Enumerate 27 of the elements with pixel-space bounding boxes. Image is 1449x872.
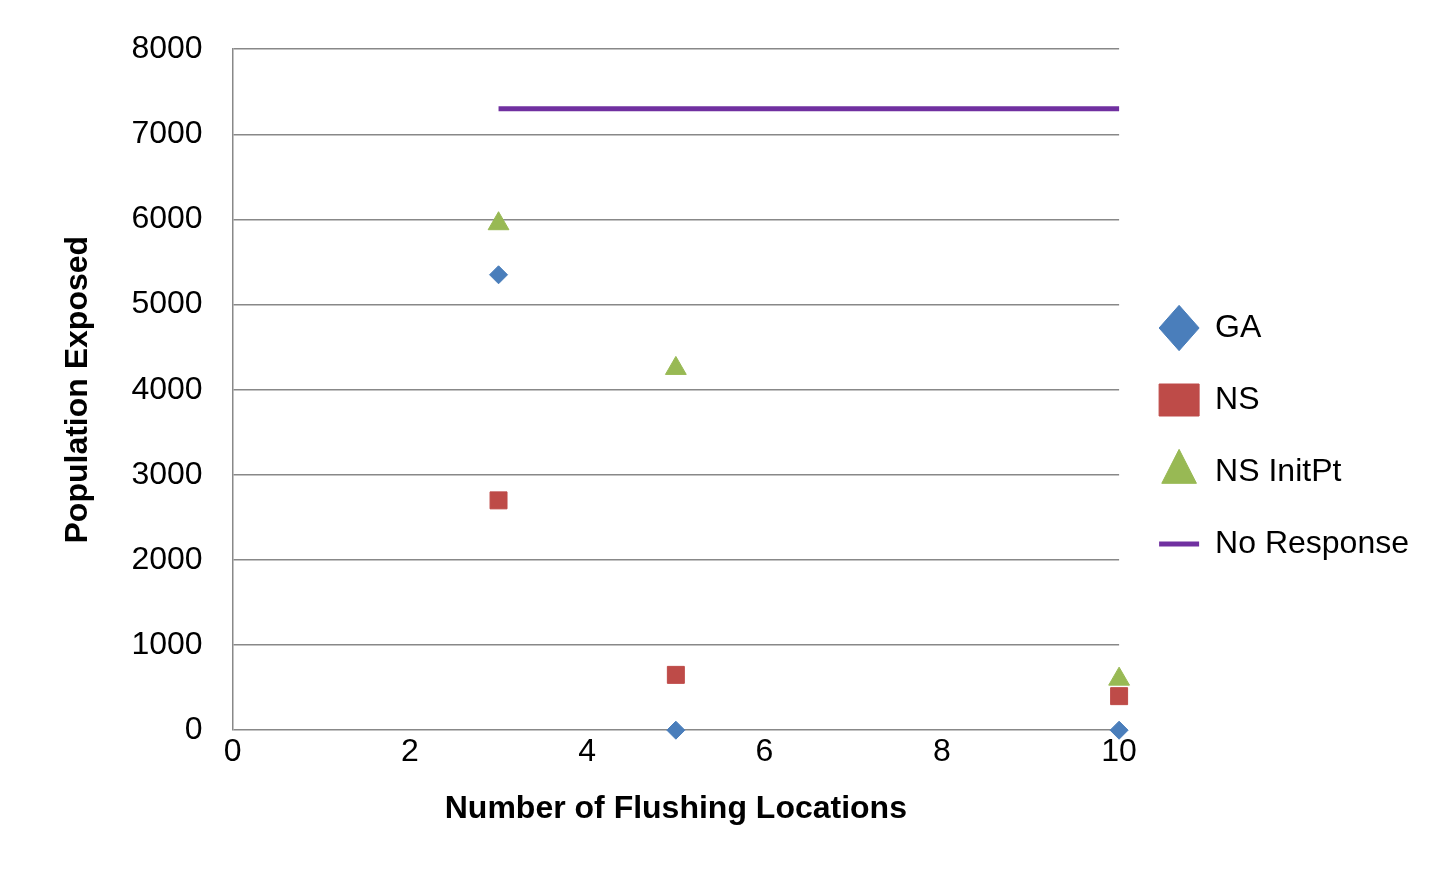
x-tick-label: 0 bbox=[223, 732, 242, 769]
x-axis-title: Number of Flushing Locations bbox=[444, 788, 907, 825]
y-tick-label: 3000 bbox=[131, 454, 203, 491]
x-tick-label: 6 bbox=[755, 732, 774, 769]
y-tick-label: 1000 bbox=[131, 624, 203, 661]
point bbox=[666, 720, 686, 740]
point bbox=[1109, 720, 1129, 740]
x-tick-label: 2 bbox=[400, 732, 419, 769]
point bbox=[664, 355, 687, 375]
x-tick-label: 4 bbox=[578, 732, 597, 769]
x-tick-label: 10 bbox=[1101, 732, 1137, 769]
point bbox=[666, 665, 685, 684]
x-tick-label: 8 bbox=[932, 732, 951, 769]
legend-label: NS InitPt bbox=[1215, 451, 1342, 488]
legend-label: No Response bbox=[1215, 523, 1409, 560]
y-tick-label: 6000 bbox=[131, 199, 203, 236]
y-tick-label: 4000 bbox=[131, 369, 203, 406]
point bbox=[1110, 687, 1129, 706]
legend-label: GA bbox=[1215, 307, 1262, 344]
y-tick-label: 5000 bbox=[131, 284, 203, 321]
y-tick-label: 7000 bbox=[131, 114, 203, 151]
legend-label: NS bbox=[1215, 379, 1260, 416]
point bbox=[487, 211, 510, 231]
y-tick-label: 2000 bbox=[131, 539, 203, 576]
y-tick-label: 8000 bbox=[131, 29, 203, 66]
y-axis-title: Population Exposed bbox=[58, 235, 95, 544]
point bbox=[489, 491, 508, 510]
